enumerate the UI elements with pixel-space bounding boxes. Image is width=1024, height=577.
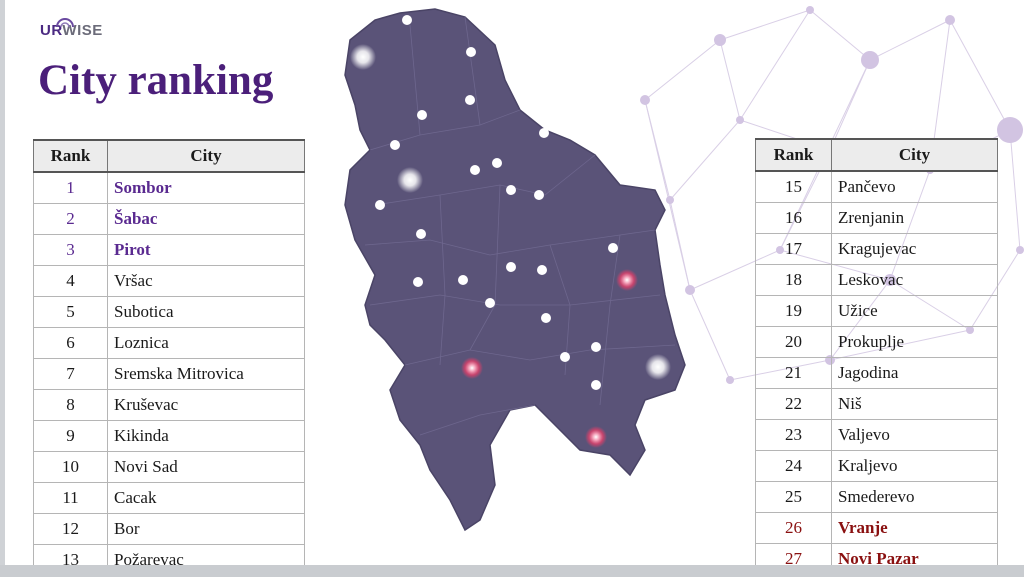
ranking-table-left-body: 1 Sombor 2 Šabac 3 Pirot 4 Vršac 5 Subotica 6 Lozni… <box>33 171 305 576</box>
glow-red-marker <box>461 357 483 379</box>
city-cell: Pirot <box>107 233 305 266</box>
rank-cell: 16 <box>755 201 832 234</box>
rank-cell: 22 <box>755 387 832 420</box>
city-cell: Novi Sad <box>107 450 305 483</box>
table-row: 6 Loznica <box>33 326 305 359</box>
city-cell: Vranje <box>831 511 998 544</box>
slide-border <box>0 565 1024 577</box>
city-column-header: City <box>107 139 305 173</box>
rank-cell: 5 <box>33 295 108 328</box>
city-cell: Niš <box>831 387 998 420</box>
table-header-row: Rank City <box>33 139 305 173</box>
table-row: 9 Kikinda <box>33 419 305 452</box>
table-row: 1 Sombor <box>33 171 305 204</box>
rank-cell: 6 <box>33 326 108 359</box>
city-cell: Kikinda <box>107 419 305 452</box>
table-row: 8 Kruševac <box>33 388 305 421</box>
rank-cell: 4 <box>33 264 108 297</box>
table-row: 11 Cacak <box>33 481 305 514</box>
rank-column-header: Rank <box>33 139 108 173</box>
table-row: 24 Kraljevo <box>755 449 998 482</box>
city-cell: Kragujevac <box>831 232 998 265</box>
rank-column-header: Rank <box>755 138 832 172</box>
ranking-table-right: Rank City 15 Pančevo 16 Zrenjanin 17 Kragujev… <box>755 138 998 575</box>
table-row: 25 Smederevo <box>755 480 998 513</box>
rank-cell: 18 <box>755 263 832 296</box>
glow-white-marker <box>350 44 376 70</box>
ranking-table-right-body: 15 Pančevo 16 Zrenjanin 17 Kragujevac 18 Leskov… <box>755 170 998 575</box>
table-row: 20 Prokuplje <box>755 325 998 358</box>
city-cell: Sremska Mitrovica <box>107 357 305 390</box>
rank-cell: 20 <box>755 325 832 358</box>
glow-white-marker <box>397 167 423 193</box>
rank-cell: 24 <box>755 449 832 482</box>
city-cell: Vršac <box>107 264 305 297</box>
table-row: 7 Sremska Mitrovica <box>33 357 305 390</box>
table-row: 16 Zrenjanin <box>755 201 998 234</box>
glow-red-marker <box>585 426 607 448</box>
rank-cell: 26 <box>755 511 832 544</box>
rank-cell: 3 <box>33 233 108 266</box>
table-row: 2 Šabac <box>33 202 305 235</box>
rank-cell: 12 <box>33 512 108 545</box>
city-cell: Zrenjanin <box>831 201 998 234</box>
table-row: 26 Vranje <box>755 511 998 544</box>
city-cell: Bor <box>107 512 305 545</box>
rank-cell: 7 <box>33 357 108 390</box>
city-cell: Sombor <box>107 171 305 204</box>
city-cell: Leskovac <box>831 263 998 296</box>
map-region-borders <box>364 16 676 436</box>
rank-cell: 8 <box>33 388 108 421</box>
table-row: 18 Leskovac <box>755 263 998 296</box>
rank-cell: 21 <box>755 356 832 389</box>
highlight-glows <box>350 44 671 448</box>
table-row: 17 Kragujevac <box>755 232 998 265</box>
table-row: 15 Pančevo <box>755 170 998 203</box>
serbia-map <box>344 8 686 532</box>
rank-cell: 19 <box>755 294 832 327</box>
table-header-row: Rank City <box>755 138 998 172</box>
city-column-header: City <box>831 138 998 172</box>
ranking-table-left: Rank City 1 Sombor 2 Šabac 3 Pirot 4 Vršac 5 Subo… <box>33 139 305 576</box>
city-cell: Užice <box>831 294 998 327</box>
city-cell: Cacak <box>107 481 305 514</box>
table-row: 12 Bor <box>33 512 305 545</box>
table-row: 10 Novi Sad <box>33 450 305 483</box>
table-row: 4 Vršac <box>33 264 305 297</box>
rank-cell: 11 <box>33 481 108 514</box>
city-cell: Subotica <box>107 295 305 328</box>
rank-cell: 1 <box>33 171 108 204</box>
city-cell: Kruševac <box>107 388 305 421</box>
city-cell: Pančevo <box>831 170 998 203</box>
glow-white-marker <box>645 354 671 380</box>
rank-cell: 25 <box>755 480 832 513</box>
city-cell: Smederevo <box>831 480 998 513</box>
table-row: 5 Subotica <box>33 295 305 328</box>
rank-cell: 9 <box>33 419 108 452</box>
city-cell: Jagodina <box>831 356 998 389</box>
city-cell: Šabac <box>107 202 305 235</box>
city-cell: Prokuplje <box>831 325 998 358</box>
table-row: 23 Valjevo <box>755 418 998 451</box>
city-cell: Loznica <box>107 326 305 359</box>
city-cell: Valjevo <box>831 418 998 451</box>
logo-arc-icon <box>56 18 74 28</box>
city-cell: Kraljevo <box>831 449 998 482</box>
table-row: 19 Užice <box>755 294 998 327</box>
rank-cell: 2 <box>33 202 108 235</box>
page-title: City ranking <box>38 57 274 104</box>
table-row: 3 Pirot <box>33 233 305 266</box>
city-markers <box>375 15 618 390</box>
rank-cell: 17 <box>755 232 832 265</box>
rank-cell: 15 <box>755 170 832 203</box>
rank-cell: 23 <box>755 418 832 451</box>
table-row: 22 Niš <box>755 387 998 420</box>
table-row: 21 Jagodina <box>755 356 998 389</box>
glow-red-marker <box>616 269 638 291</box>
rank-cell: 10 <box>33 450 108 483</box>
slide-border <box>0 0 5 577</box>
